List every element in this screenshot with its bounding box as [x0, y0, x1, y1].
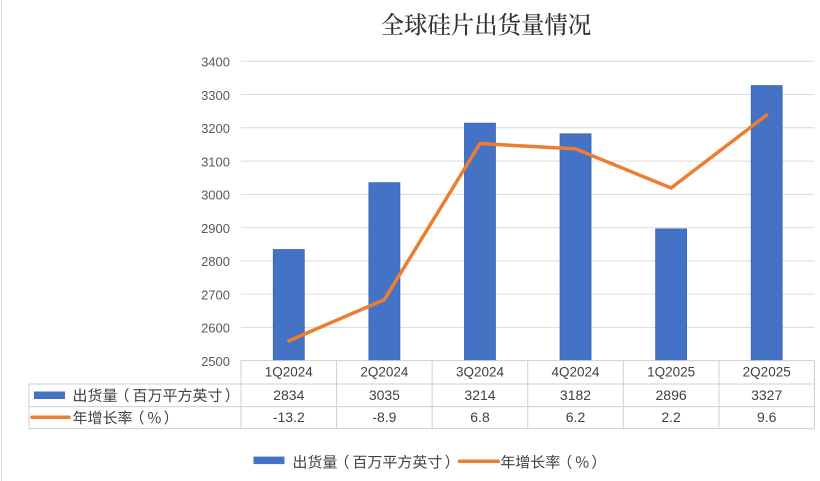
- svg-text:2700: 2700: [201, 287, 230, 302]
- svg-text:3000: 3000: [201, 188, 230, 203]
- svg-text:2896: 2896: [656, 387, 687, 403]
- svg-text:3400: 3400: [201, 55, 230, 70]
- svg-text:6.2: 6.2: [566, 409, 586, 425]
- svg-text:3100: 3100: [201, 154, 230, 169]
- svg-text:2900: 2900: [201, 221, 230, 236]
- svg-text:3182: 3182: [560, 387, 591, 403]
- svg-text:4Q2024: 4Q2024: [551, 364, 600, 379]
- svg-text:2500: 2500: [201, 354, 230, 369]
- svg-text:3035: 3035: [369, 387, 400, 403]
- svg-text:6.8: 6.8: [470, 409, 490, 425]
- svg-text:3327: 3327: [751, 387, 782, 403]
- svg-text:2834: 2834: [273, 387, 304, 403]
- svg-text:3200: 3200: [201, 121, 230, 136]
- svg-text:2Q2024: 2Q2024: [360, 364, 409, 379]
- svg-text:2Q2025: 2Q2025: [743, 364, 791, 379]
- svg-text:-13.2: -13.2: [273, 409, 305, 425]
- svg-text:2800: 2800: [201, 254, 230, 269]
- svg-text:2.2: 2.2: [661, 409, 681, 425]
- svg-text:-8.9: -8.9: [372, 409, 396, 425]
- svg-text:2600: 2600: [201, 321, 230, 336]
- svg-text:3214: 3214: [464, 387, 495, 403]
- svg-text:9.6: 9.6: [757, 409, 777, 425]
- svg-text:1Q2025: 1Q2025: [647, 364, 695, 379]
- svg-text:1Q2024: 1Q2024: [265, 364, 314, 379]
- svg-text:3Q2024: 3Q2024: [456, 364, 505, 379]
- svg-text:3300: 3300: [201, 88, 230, 103]
